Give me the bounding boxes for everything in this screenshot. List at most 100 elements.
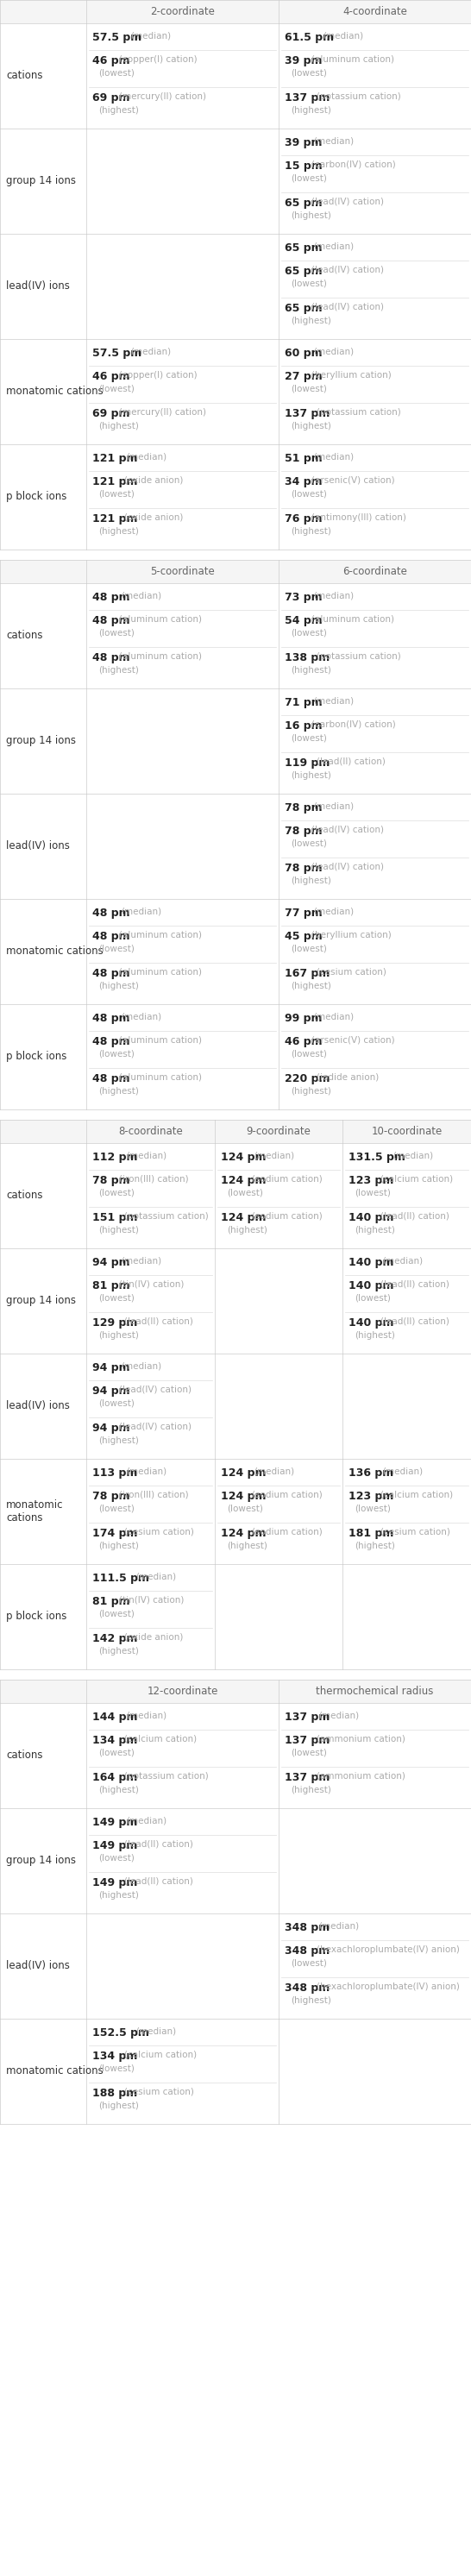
Text: (median): (median) [131,31,171,41]
Text: 123 pm: 123 pm [349,1175,394,1185]
Text: 81 pm: 81 pm [92,1280,130,1291]
Text: 78 pm: 78 pm [284,863,322,873]
Bar [0,1808,471,1914]
Text: 39 pm: 39 pm [284,137,322,149]
Text: (lead(IV) cation): (lead(IV) cation) [311,265,384,273]
Text: (median): (median) [313,907,354,917]
Text: 137 pm: 137 pm [284,1710,330,1723]
Text: (hexachloroplumbate(IV) anion): (hexachloroplumbate(IV) anion) [317,1984,460,1991]
Text: monatomic cations: monatomic cations [6,2066,103,2076]
Text: (highest): (highest) [98,2102,139,2110]
Text: 48 pm: 48 pm [92,907,130,920]
Text: (median): (median) [313,801,354,811]
Text: (highest): (highest) [291,1996,331,2004]
Text: 121 pm: 121 pm [92,453,138,464]
Text: (lowest): (lowest) [291,175,327,183]
Text: (cesium cation): (cesium cation) [381,1528,450,1535]
Text: 188 pm: 188 pm [92,2087,138,2099]
Text: 129 pm: 129 pm [92,1316,138,1329]
Text: 54 pm: 54 pm [284,616,323,626]
Text: 181 pm: 181 pm [349,1528,394,1538]
Text: 124 pm: 124 pm [220,1175,266,1185]
Text: (highest): (highest) [98,1540,139,1551]
Text: lead(IV) ions: lead(IV) ions [6,281,70,291]
Text: 48 pm: 48 pm [92,1074,130,1084]
Text: (potassium cation): (potassium cation) [124,1772,208,1780]
Text: (aluminum cation): (aluminum cation) [311,616,394,623]
Text: (median): (median) [136,2027,177,2035]
Text: (median): (median) [121,907,162,917]
Text: (lead(II) cation): (lead(II) cation) [124,1316,193,1327]
Text: 167 pm: 167 pm [284,969,330,979]
Text: 45 pm: 45 pm [284,930,323,943]
Text: monatomic
cations: monatomic cations [6,1499,64,1522]
Text: (median): (median) [313,242,354,250]
Text: 78 pm: 78 pm [92,1175,130,1185]
Text: (highest): (highest) [291,770,331,781]
Text: (highest): (highest) [291,667,331,675]
Text: (median): (median) [121,1012,162,1023]
Text: (lowest): (lowest) [291,384,327,394]
Text: (calcium cation): (calcium cation) [381,1492,453,1499]
Text: (median): (median) [318,1922,359,1929]
Text: (lowest): (lowest) [291,840,327,848]
Text: (carbon(IV) cation): (carbon(IV) cation) [311,160,396,170]
Text: 78 pm: 78 pm [92,1492,130,1502]
Text: 8-coordinate: 8-coordinate [118,1126,183,1136]
Text: (lowest): (lowest) [291,1960,327,1968]
Text: 99 pm: 99 pm [284,1012,322,1025]
Text: 123 pm: 123 pm [349,1492,394,1502]
Text: (beryllium cation): (beryllium cation) [311,930,391,940]
Text: (sodium cation): (sodium cation) [252,1175,323,1182]
Bar [0,1121,471,1144]
Text: 48 pm: 48 pm [92,969,130,979]
Text: 220 pm: 220 pm [284,1074,330,1084]
Text: (lead(IV) cation): (lead(IV) cation) [311,198,384,206]
Text: (highest): (highest) [98,1226,139,1234]
Bar [0,1914,471,2020]
Bar [0,1249,471,1352]
Text: (tin(IV) cation): (tin(IV) cation) [119,1597,184,1605]
Text: (median): (median) [254,1151,295,1159]
Text: (potassium cation): (potassium cation) [317,93,401,100]
Text: 71 pm: 71 pm [284,698,323,708]
Text: 348 pm: 348 pm [284,1984,330,1994]
Text: (median): (median) [126,453,166,461]
Bar [0,793,471,899]
Text: 46 pm: 46 pm [92,371,130,381]
Text: 131.5 pm: 131.5 pm [349,1151,406,1162]
Text: monatomic cations: monatomic cations [6,386,103,397]
Text: (median): (median) [254,1468,295,1476]
Text: (highest): (highest) [98,106,139,116]
Text: (tin(IV) cation): (tin(IV) cation) [119,1280,184,1288]
Text: 65 pm: 65 pm [284,198,322,209]
Text: 46 pm: 46 pm [284,1036,322,1048]
Bar [0,2020,471,2125]
Text: 27 pm: 27 pm [284,371,323,381]
Text: (potassium cation): (potassium cation) [317,652,401,662]
Text: 140 pm: 140 pm [349,1257,394,1267]
Text: 137 pm: 137 pm [284,93,330,103]
Text: (lowest): (lowest) [98,1051,134,1059]
Text: 149 pm: 149 pm [92,1878,138,1888]
Text: (lowest): (lowest) [98,1188,134,1198]
Text: 61.5 pm: 61.5 pm [284,31,334,44]
Text: (lowest): (lowest) [98,945,134,953]
Text: 134 pm: 134 pm [92,1734,138,1747]
Text: 137 pm: 137 pm [284,1734,330,1747]
Text: (lowest): (lowest) [291,489,327,500]
Text: (median): (median) [382,1468,423,1476]
Text: 65 pm: 65 pm [284,265,322,278]
Text: (aluminum cation): (aluminum cation) [311,54,394,64]
Text: p block ions: p block ions [6,492,67,502]
Text: (lowest): (lowest) [227,1188,263,1198]
Text: (highest): (highest) [291,211,331,219]
Text: (median): (median) [318,1710,359,1721]
Text: (lowest): (lowest) [98,629,134,636]
Text: (median): (median) [382,1257,423,1265]
Text: 151 pm: 151 pm [92,1213,138,1224]
Text: (lead(II) cation): (lead(II) cation) [124,1878,193,1886]
Text: cations: cations [6,70,43,82]
Text: (ammonium cation): (ammonium cation) [317,1734,405,1744]
Text: p block ions: p block ions [6,1610,67,1623]
